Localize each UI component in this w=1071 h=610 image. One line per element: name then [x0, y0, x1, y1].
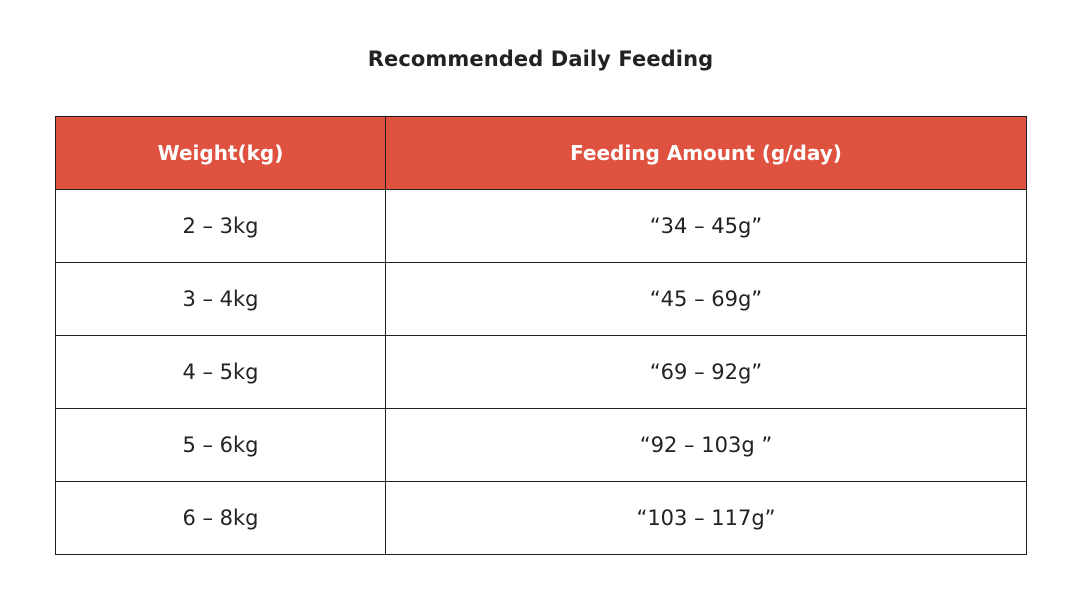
- table-row: 2 – 3kg “34 – 45g”: [55, 189, 1027, 263]
- weight-cell: 4 – 5kg: [55, 335, 386, 409]
- amount-cell: “69 – 92g”: [385, 335, 1027, 409]
- header-row: Weight(kg) Feeding Amount (g/day): [55, 116, 1027, 190]
- weight-cell: 2 – 3kg: [55, 189, 386, 263]
- table-row: 4 – 5kg “69 – 92g”: [55, 335, 1027, 409]
- feeding-table: Weight(kg) Feeding Amount (g/day) 2 – 3k…: [55, 116, 1027, 555]
- weight-cell: 5 – 6kg: [55, 408, 386, 482]
- weight-cell: 6 – 8kg: [55, 481, 386, 555]
- table-header: Weight(kg) Feeding Amount (g/day): [55, 116, 1027, 190]
- amount-cell: “92 – 103g ”: [385, 408, 1027, 482]
- table-row: 6 – 8kg “103 – 117g”: [55, 481, 1027, 555]
- amount-cell: “103 – 117g”: [385, 481, 1027, 555]
- amount-cell: “34 – 45g”: [385, 189, 1027, 263]
- table-row: 5 – 6kg “92 – 103g ”: [55, 408, 1027, 482]
- table-body: 2 – 3kg “34 – 45g” 3 – 4kg “45 – 69g” 4 …: [55, 189, 1027, 555]
- amount-cell: “45 – 69g”: [385, 262, 1027, 336]
- column-header-feeding-amount: Feeding Amount (g/day): [385, 116, 1027, 190]
- table-row: 3 – 4kg “45 – 69g”: [55, 262, 1027, 336]
- weight-cell: 3 – 4kg: [55, 262, 386, 336]
- page-title: Recommended Daily Feeding: [367, 47, 714, 71]
- column-header-weight: Weight(kg): [55, 116, 386, 190]
